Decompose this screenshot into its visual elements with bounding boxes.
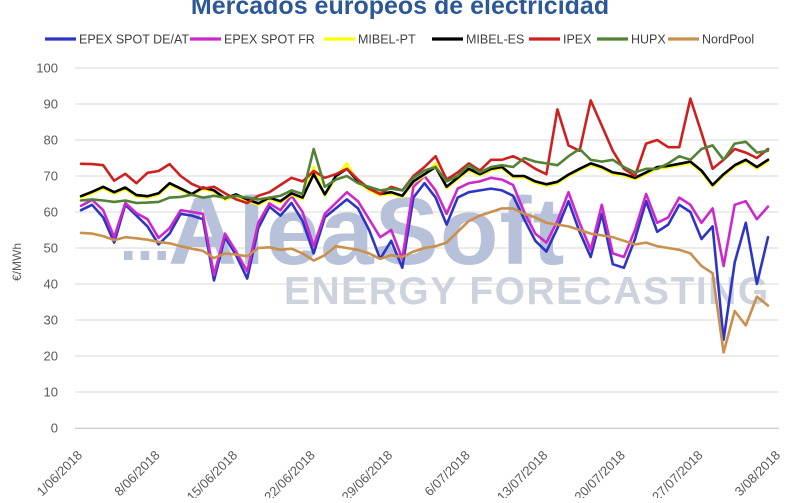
svg-text:80: 80: [44, 133, 58, 148]
svg-text:40: 40: [44, 277, 58, 292]
svg-text:70: 70: [44, 169, 58, 184]
svg-text:MIBEL-ES: MIBEL-ES: [466, 33, 524, 47]
svg-text:IPEX: IPEX: [563, 33, 592, 47]
svg-text:100: 100: [36, 61, 58, 76]
svg-text:60: 60: [44, 205, 58, 220]
svg-text:50: 50: [44, 241, 58, 256]
svg-text:Mercados europeos de electrici: Mercados europeos de electricidad: [191, 0, 609, 20]
svg-text:30: 30: [44, 313, 58, 328]
svg-text:0: 0: [51, 421, 58, 436]
svg-text:NordPool: NordPool: [702, 33, 754, 47]
svg-text:MIBEL-PT: MIBEL-PT: [358, 33, 416, 47]
svg-text:€/MWh: €/MWh: [10, 243, 24, 281]
svg-text:10: 10: [44, 385, 58, 400]
svg-text:90: 90: [44, 97, 58, 112]
svg-text:ENERGY FORECASTING: ENERGY FORECASTING: [284, 270, 770, 313]
svg-text:EPEX SPOT FR: EPEX SPOT FR: [224, 33, 315, 47]
svg-text:20: 20: [44, 349, 58, 364]
svg-text:EPEX SPOT DE/AT: EPEX SPOT DE/AT: [79, 33, 189, 47]
svg-text:HUPX: HUPX: [631, 33, 666, 47]
